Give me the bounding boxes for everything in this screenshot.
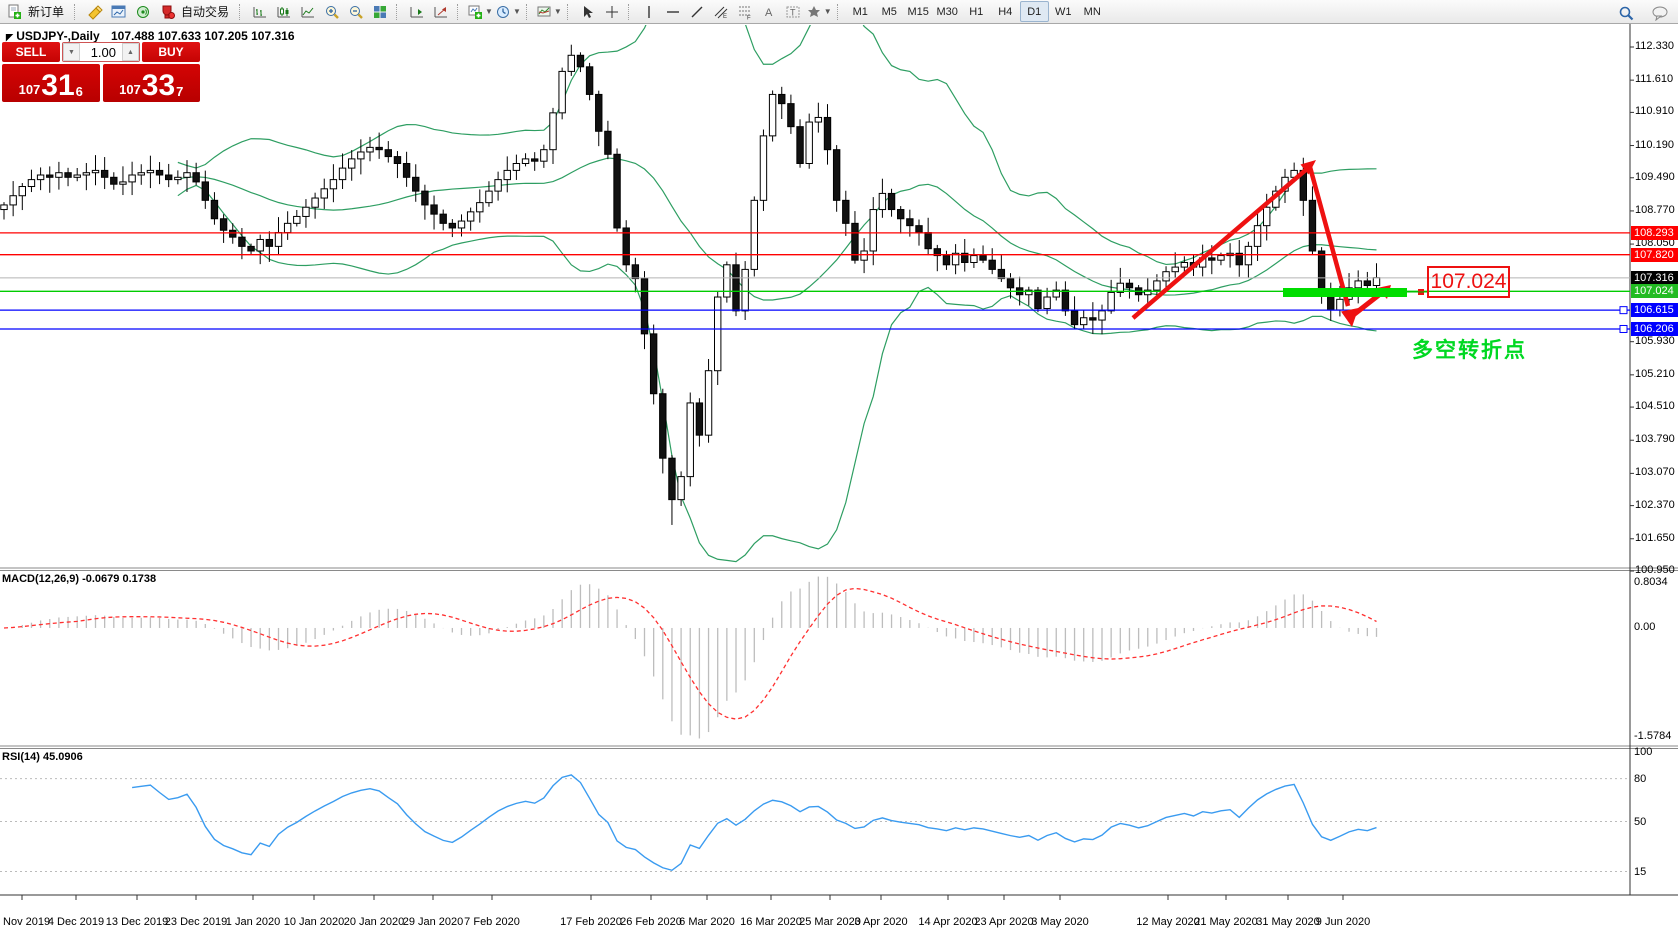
toolbar-separator	[457, 3, 462, 20]
toolbar-separator	[836, 3, 842, 20]
toolbar-separator	[525, 3, 531, 20]
chat-icon[interactable]	[1648, 2, 1672, 24]
svg-text:F: F	[747, 15, 751, 20]
trend-annotations	[1131, 160, 1628, 333]
crosshair-icon[interactable]	[600, 1, 624, 23]
new-order-icon[interactable]	[2, 1, 26, 23]
timeframe-button-d1[interactable]: D1	[1019, 1, 1049, 22]
buy-button[interactable]: BUY	[142, 42, 200, 62]
volume-stepper: ▼ 1.00 ▲	[62, 42, 140, 62]
toolbar-separator	[566, 3, 572, 20]
sell-button[interactable]: SELL	[2, 42, 60, 62]
line-chart-type-icon[interactable]	[296, 1, 320, 23]
rsi-pane	[0, 774, 1630, 873]
timeframe-button-m5[interactable]: M5	[881, 5, 897, 18]
main-pane	[0, 25, 1381, 563]
volume-increase-button[interactable]: ▲	[122, 43, 139, 61]
sell-price-panel[interactable]: 107 31 6	[2, 64, 100, 102]
buy-price-panel[interactable]: 107 33 7	[102, 64, 200, 102]
svg-text:T: T	[790, 7, 796, 17]
macd-pane	[3, 576, 1378, 739]
timeframe-button-m1[interactable]: M1	[852, 5, 868, 18]
timeframe-button-m15[interactable]: M15	[907, 5, 929, 18]
timeframe-group: M1 M5 M15 M30 H1 H4 D1 W1 MN	[846, 1, 1107, 22]
indicators-icon[interactable]: ▼	[535, 1, 563, 23]
dropdown-arrow-icon: ▼	[485, 7, 493, 16]
zoom-in-icon[interactable]	[320, 1, 344, 23]
metaeditor-icon[interactable]	[83, 1, 107, 23]
dropdown-arrow-icon: ▼	[553, 7, 562, 16]
candlestick-type-icon[interactable]	[272, 1, 296, 23]
buy-price-figure: 107	[119, 82, 141, 97]
tile-windows-icon[interactable]	[368, 1, 392, 23]
sell-price-point: 6	[75, 84, 83, 99]
new-order-label[interactable]: 新订单	[28, 5, 65, 19]
toolbar-separator	[396, 3, 401, 20]
sell-price-figure: 107	[18, 82, 41, 97]
market-watch-icon[interactable]	[107, 1, 131, 23]
toolbar-separator	[239, 3, 244, 20]
text-label-icon[interactable]: T	[781, 1, 805, 23]
timeframe-button-m30[interactable]: M30	[936, 5, 958, 18]
vertical-line-icon[interactable]	[637, 1, 661, 23]
trendline-icon[interactable]	[685, 1, 709, 23]
svg-text:A: A	[765, 7, 773, 19]
chart-symbol-period: USDJPY-,Daily	[16, 29, 100, 43]
volume-value[interactable]: 1.00	[90, 44, 116, 60]
search-icon[interactable]	[1614, 2, 1638, 24]
timeframe-button-h1[interactable]: H1	[969, 5, 984, 18]
sell-price-pips: 31	[41, 68, 75, 102]
text-icon[interactable]: A	[757, 1, 781, 23]
chart-ohlc-values: 107.488 107.633 107.205 107.316	[110, 29, 295, 43]
dropdown-arrow-icon: ▼	[823, 7, 832, 16]
chart-shift-icon[interactable]	[405, 1, 429, 23]
fibonacci-icon[interactable]: F	[733, 1, 757, 23]
buy-price-pips: 33	[141, 68, 176, 102]
turning-point-label[interactable]: 多空转折点	[1412, 339, 1527, 362]
equidistant-channel-icon[interactable]: E	[709, 1, 733, 23]
bar-chart-type-icon[interactable]	[248, 1, 272, 23]
chart-corner-icon: ◤	[6, 32, 13, 42]
rsi-label: RSI(14) 45.0906	[2, 751, 83, 763]
timeframe-button-h4[interactable]: H4	[998, 5, 1013, 18]
new-chart-icon[interactable]: ▼	[466, 1, 494, 23]
macd-label: MACD(12,26,9) -0.0679 0.1738	[2, 573, 157, 585]
toolbar-separator	[74, 3, 79, 20]
horizontal-line-icon[interactable]	[661, 1, 685, 23]
auto-scroll-icon[interactable]	[429, 1, 453, 23]
chart-title: ◤ USDJPY-,Daily 107.488 107.633 107.205 …	[6, 29, 295, 43]
one-click-trading-panel: SELL ▼ 1.00 ▲ BUY 107 31 6 107 33 7	[2, 42, 200, 102]
toolbar-separator	[627, 3, 633, 20]
profiles-icon[interactable]: ▼	[494, 1, 522, 23]
timeframe-button-mn[interactable]: MN	[1083, 5, 1101, 18]
volume-decrease-button[interactable]: ▼	[63, 43, 80, 61]
signals-icon[interactable]	[131, 1, 155, 23]
buy-price-point: 7	[176, 84, 184, 99]
auto-trading-label[interactable]: 自动交易	[181, 5, 230, 19]
dropdown-arrow-icon: ▼	[512, 7, 521, 16]
auto-trading-icon[interactable]	[155, 1, 179, 23]
support-price-callout[interactable]: 107.024	[1427, 266, 1510, 298]
svg-text:E: E	[723, 14, 727, 20]
cursor-icon[interactable]	[576, 1, 600, 23]
zoom-out-icon[interactable]	[344, 1, 368, 23]
main-toolbar: 新订单 自动交易 ▼ ▼	[0, 0, 1678, 24]
shapes-icon[interactable]: ▼	[805, 1, 833, 23]
timeframe-button-w1[interactable]: W1	[1054, 5, 1072, 18]
candles-layer	[0, 44, 1381, 525]
